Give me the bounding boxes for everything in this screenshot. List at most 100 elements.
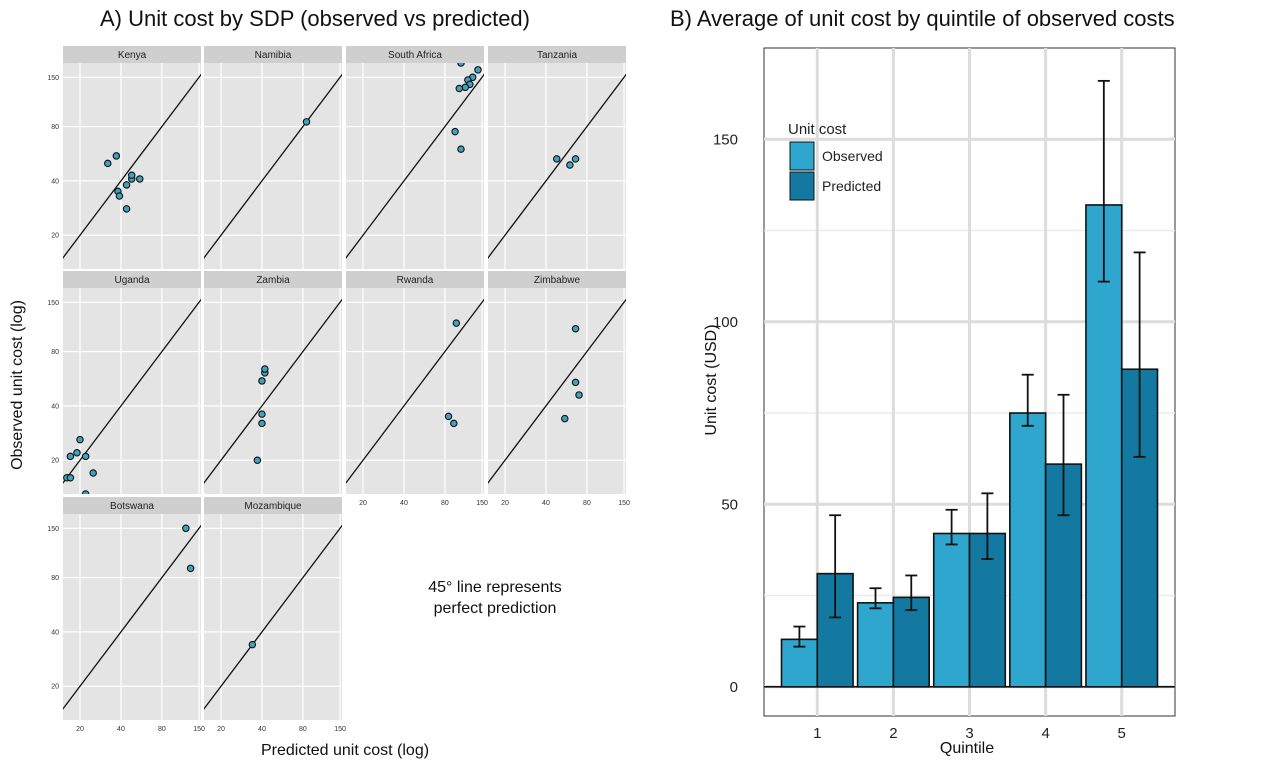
legend-label-predicted: Predicted [822, 178, 881, 194]
facet-content [204, 288, 342, 494]
y-tick-label: 0 [730, 679, 738, 696]
data-point [122, 205, 131, 213]
y-tick-label: 80 [51, 124, 59, 131]
x-tick-label: 20 [76, 726, 84, 733]
legend-title: Unit cost [788, 121, 847, 138]
facet-label: Uganda [114, 275, 149, 286]
data-point [182, 524, 190, 533]
y-tick-label: 40 [51, 403, 59, 410]
data-point [302, 118, 311, 126]
data-point [81, 490, 90, 494]
panel-b-x-axis-title: Quintile [939, 740, 995, 757]
x-tick-label: 150 [193, 726, 205, 733]
x-tick-label: 40 [258, 726, 266, 733]
data-point [122, 181, 131, 189]
x-tick-label: 150 [618, 500, 630, 507]
facet-uganda: Uganda 20 40 80 150 [47, 271, 201, 494]
data-point [104, 159, 112, 168]
data-point [258, 419, 266, 428]
facet-strip [346, 46, 484, 63]
reference-line [204, 73, 342, 259]
y-tick-label: 150 [47, 75, 59, 82]
data-point [474, 66, 482, 74]
facet-strip [488, 271, 626, 288]
reference-line [488, 298, 626, 484]
bar-observed [932, 532, 971, 688]
data-point [450, 419, 458, 428]
data-point [561, 414, 569, 423]
y-tick-label: 100 [713, 314, 738, 331]
x-tick-label: 2 [889, 725, 897, 742]
x-tick-label: 20 [217, 726, 225, 733]
facet-content [63, 63, 201, 269]
facet-south-africa: South Africa [346, 46, 484, 269]
facet-content [346, 288, 484, 494]
y-tick-label: 40 [51, 178, 59, 185]
reference-line [346, 298, 484, 484]
data-point [66, 452, 75, 461]
y-tick-label: 20 [51, 233, 59, 240]
facet-label: Zimbabwe [534, 275, 581, 286]
legend-swatch-predicted [789, 171, 815, 201]
data-point [457, 145, 465, 153]
reference-line [346, 73, 484, 259]
facet-rwanda: Rwanda 20 40 80 150 [346, 271, 488, 507]
y-tick-label: 150 [713, 131, 738, 148]
bar-observed [1009, 412, 1047, 688]
data-point [571, 325, 580, 333]
facet-content [204, 63, 342, 269]
x-tick-label: 5 [1118, 725, 1126, 742]
facet-content [488, 288, 626, 494]
reference-line-note: 45° line represents perfect prediction [410, 577, 580, 619]
facet-label: Mozambique [244, 501, 302, 512]
facet-label: South Africa [388, 50, 442, 61]
data-point [571, 155, 580, 163]
y-tick-label: 80 [51, 575, 59, 582]
data-point [258, 377, 266, 385]
reference-line [63, 524, 201, 710]
facet-label: Namibia [255, 50, 292, 61]
reference-line [488, 73, 626, 259]
data-point [81, 452, 90, 461]
x-tick-label: 20 [359, 500, 367, 507]
data-point [452, 319, 461, 327]
data-point [575, 391, 583, 399]
panel-b-title: B) Average of unit cost by quintile of o… [670, 6, 1175, 31]
panel-a-y-axis-title: Observed unit cost (log) [9, 300, 26, 470]
y-tick-label: 150 [47, 300, 59, 307]
x-tick-label: 40 [117, 726, 125, 733]
facet-grid: Kenya 20 40 80 150 Namibia South Africa Tanzani… [47, 46, 630, 733]
x-tick-label: 3 [965, 725, 973, 742]
note-line-2: perfect prediction [433, 600, 557, 617]
facet-strip [204, 271, 342, 288]
facet-label: Rwanda [397, 275, 434, 286]
facet-kenya: Kenya 20 40 80 150 [47, 46, 201, 269]
data-point [571, 378, 580, 387]
data-point [73, 449, 81, 457]
data-point [455, 84, 464, 93]
y-tick-label: 40 [51, 629, 59, 636]
facet-label: Tanzania [537, 50, 577, 61]
y-tick-label: 20 [51, 684, 59, 691]
facet-strip [63, 497, 201, 514]
data-point [115, 192, 124, 200]
panel-b-y-axis-title: Unit cost (USD) [703, 324, 720, 436]
facet-namibia: Namibia [204, 46, 342, 269]
data-point [261, 365, 269, 373]
facet-strip [204, 46, 342, 63]
facet-strip [346, 271, 484, 288]
reference-line [204, 524, 342, 710]
facet-mozambique: Mozambique 20 40 80 150 [204, 497, 346, 733]
y-tick-label: 50 [721, 496, 738, 513]
panel-a-x-axis-title: Predicted unit cost (log) [260, 742, 430, 759]
x-tick-label: 40 [542, 500, 550, 507]
data-point [186, 564, 195, 573]
x-tick-label: 1 [813, 725, 821, 742]
facet-strip [63, 271, 201, 288]
facet-zambia: Zambia [204, 271, 342, 494]
facet-botswana: Botswana 20 40 80 150 20 40 80 150 [47, 497, 205, 733]
data-point [258, 410, 266, 418]
data-point [112, 152, 121, 160]
x-tick-label: 150 [334, 726, 346, 733]
data-point [136, 175, 144, 183]
